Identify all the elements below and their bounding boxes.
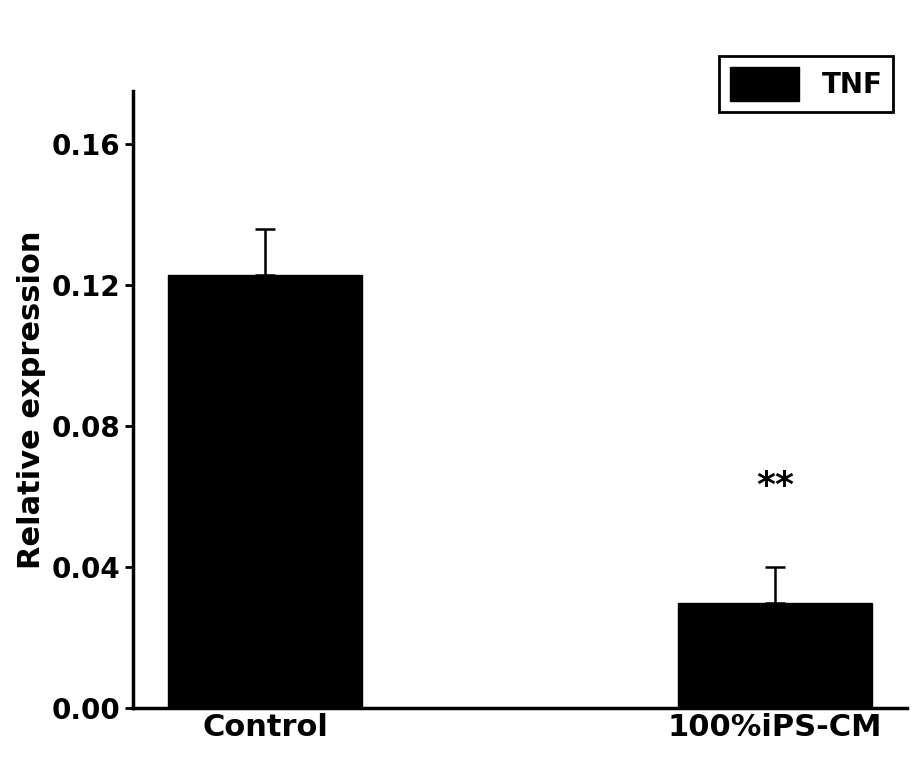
Legend: TNF: TNF (719, 55, 894, 112)
Bar (168, 275, 362, 708)
Bar (678, 603, 872, 708)
Text: **: ** (756, 469, 795, 503)
Y-axis label: Relative expression: Relative expression (17, 231, 45, 569)
